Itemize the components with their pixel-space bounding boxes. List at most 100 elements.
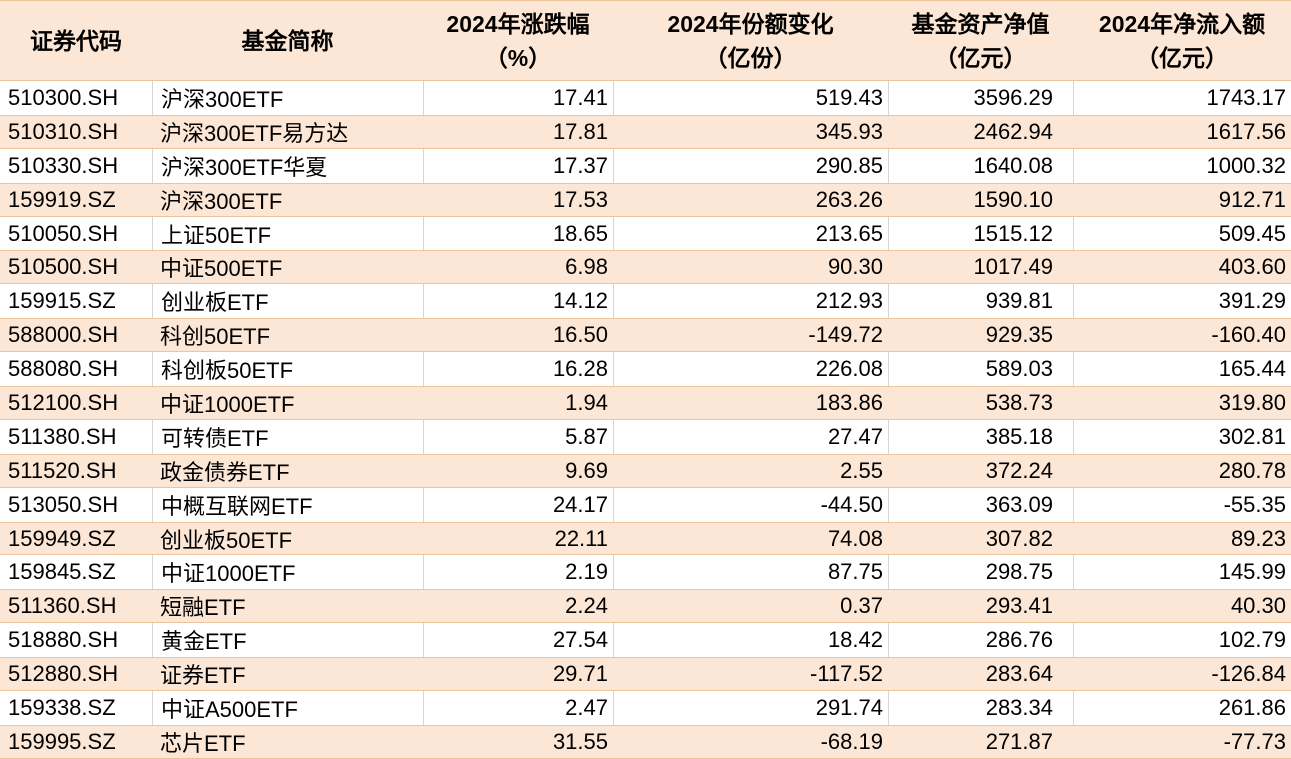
cell-code: 511360.SH xyxy=(8,593,117,619)
col-header-title: 基金资产净值 xyxy=(911,10,1050,37)
cell-nav: 271.87 xyxy=(985,728,1053,754)
cell-nav: 929.35 xyxy=(985,322,1053,348)
cell-nav: 293.41 xyxy=(985,593,1053,619)
col-header-title: 2024年净流入额 xyxy=(1098,10,1266,37)
col-header-unit: （%） xyxy=(484,44,552,71)
cell-name: 沪深300ETF华夏 xyxy=(152,148,423,183)
cell-change: 17.81 xyxy=(552,118,608,144)
cell-share: -149.72 xyxy=(808,322,883,348)
cell-change: 9.69 xyxy=(565,457,608,483)
cell-code: 512880.SH xyxy=(8,661,119,687)
cell-inflow: 1000.32 xyxy=(1073,148,1291,183)
cell-share: -117.52 xyxy=(810,661,883,687)
cell-change: 1.94 xyxy=(565,389,608,415)
col-header-name: 基金简称 xyxy=(152,1,423,80)
table-row: 510300.SH 沪深300ETF 17.41 519.43 3596.29 1743.… xyxy=(0,81,1291,115)
cell-nav: 939.81 xyxy=(888,284,1073,319)
cell-share: 0.37 xyxy=(840,593,883,619)
cell-change: 31.55 xyxy=(552,728,608,754)
cell-inflow: 40.30 xyxy=(1230,593,1286,619)
cell-code: 588000.SH xyxy=(8,322,119,348)
cell-nav: 363.09 xyxy=(888,487,1073,522)
cell-change: 27.54 xyxy=(423,623,613,658)
table-row: 510310.SH 沪深300ETF易方达 17.81 345.93 2462.94 16… xyxy=(0,114,1291,149)
cell-change: 29.71 xyxy=(552,661,608,687)
cell-change: 17.37 xyxy=(423,148,613,183)
cell-inflow: 280.78 xyxy=(1218,457,1286,483)
cell-code: 159995.SZ xyxy=(8,728,116,754)
cell-code: 159919.SZ xyxy=(8,186,116,212)
cell-code: 159915.SZ xyxy=(8,288,116,314)
cell-name: 创业板ETF xyxy=(152,284,423,319)
cell-code: 510500.SH xyxy=(8,254,119,280)
cell-nav: 1017.49 xyxy=(973,254,1053,280)
table-row: 511360.SH 短融ETF 2.24 0.37 293.41 40.30 xyxy=(0,589,1291,624)
col-header-unit: （亿元） xyxy=(934,44,1027,71)
cell-change: 2.47 xyxy=(423,691,613,725)
col-header-net-inflow: 2024年净流入额 （亿元） xyxy=(1073,1,1291,80)
cell-name: 沪深300ETF xyxy=(160,188,283,214)
cell-inflow: 165.44 xyxy=(1073,352,1291,387)
cell-code: 518880.SH xyxy=(8,627,119,653)
cell-share: 263.26 xyxy=(815,186,883,212)
col-header-share-change: 2024年份额变化 （亿份） xyxy=(613,1,888,80)
cell-inflow: 145.99 xyxy=(1073,555,1291,590)
cell-nav: 2462.94 xyxy=(973,118,1053,144)
cell-inflow: 261.86 xyxy=(1073,691,1291,725)
cell-nav: 1590.10 xyxy=(973,186,1053,212)
table-row: 512100.SH 中证1000ETF 1.94 183.86 538.73 319.80 xyxy=(0,386,1291,420)
cell-share: 183.86 xyxy=(815,389,883,415)
cell-share: 213.65 xyxy=(613,216,888,251)
cell-share: 87.75 xyxy=(613,555,888,590)
cell-nav: 1640.08 xyxy=(888,148,1073,183)
table-row: 588080.SH 科创板50ETF 16.28 226.08 589.03 165.44 xyxy=(0,352,1291,387)
cell-name: 上证50ETF xyxy=(152,216,423,251)
cell-inflow: 509.45 xyxy=(1073,216,1291,251)
cell-change: 18.65 xyxy=(423,216,613,251)
cell-inflow: 403.60 xyxy=(1218,254,1286,280)
table-row: 159995.SZ 芯片ETF 31.55 -68.19 271.87 -77.73 xyxy=(0,724,1291,759)
cell-share: -44.50 xyxy=(613,487,888,522)
cell-code: 159338.SZ xyxy=(8,694,116,720)
cell-inflow: 102.79 xyxy=(1073,623,1291,658)
cell-name: 中证1000ETF xyxy=(160,391,295,417)
cell-change: 16.50 xyxy=(552,322,608,348)
cell-name: 芯片ETF xyxy=(160,730,246,756)
cell-change: 5.87 xyxy=(423,419,613,454)
table-row: 510330.SH 沪深300ETF华夏 17.37 290.85 1640.08 100… xyxy=(0,148,1291,183)
cell-name: 中概互联网ETF xyxy=(152,487,423,522)
cell-nav: 385.18 xyxy=(888,419,1073,454)
cell-code: 159845.SZ xyxy=(8,559,116,585)
cell-inflow: 912.71 xyxy=(1218,186,1286,212)
col-header-unit: （亿份） xyxy=(704,44,797,71)
cell-nav: 538.73 xyxy=(985,389,1053,415)
cell-share: 345.93 xyxy=(815,118,883,144)
cell-inflow: -77.73 xyxy=(1223,728,1286,754)
cell-share: 291.74 xyxy=(613,691,888,725)
cell-change: 16.28 xyxy=(423,352,613,387)
cell-change: 17.41 xyxy=(423,81,613,115)
cell-code: 510310.SH xyxy=(8,118,119,144)
cell-code: 511520.SH xyxy=(8,457,117,483)
table-row: 510050.SH 上证50ETF 18.65 213.65 1515.12 509.45 xyxy=(0,216,1291,251)
cell-code: 513050.SH xyxy=(8,491,119,517)
col-header-title: 2024年涨跌幅 xyxy=(446,10,590,37)
cell-code: 588080.SH xyxy=(8,356,119,382)
cell-code: 159949.SZ xyxy=(8,525,116,551)
table-header: 证券代码 基金简称 2024年涨跌幅 （%） 2024年份额变化 （亿份） 基金… xyxy=(0,0,1291,81)
cell-change: 17.53 xyxy=(552,186,608,212)
table-row: 588000.SH 科创50ETF 16.50 -149.72 929.35 -160.4… xyxy=(0,318,1291,353)
cell-inflow: 302.81 xyxy=(1073,419,1291,454)
cell-name: 中证500ETF xyxy=(160,256,283,282)
cell-name: 沪深300ETF易方达 xyxy=(160,120,349,146)
col-header-title: 基金简称 xyxy=(241,27,334,54)
table-row: 159915.SZ 创业板ETF 14.12 212.93 939.81 391.29 xyxy=(0,284,1291,319)
cell-change: 2.24 xyxy=(565,593,608,619)
cell-nav: 307.82 xyxy=(985,525,1053,551)
cell-nav: 1515.12 xyxy=(888,216,1073,251)
cell-name: 中证A500ETF xyxy=(152,691,423,725)
cell-nav: 298.75 xyxy=(888,555,1073,590)
cell-inflow: 1617.56 xyxy=(1206,118,1286,144)
